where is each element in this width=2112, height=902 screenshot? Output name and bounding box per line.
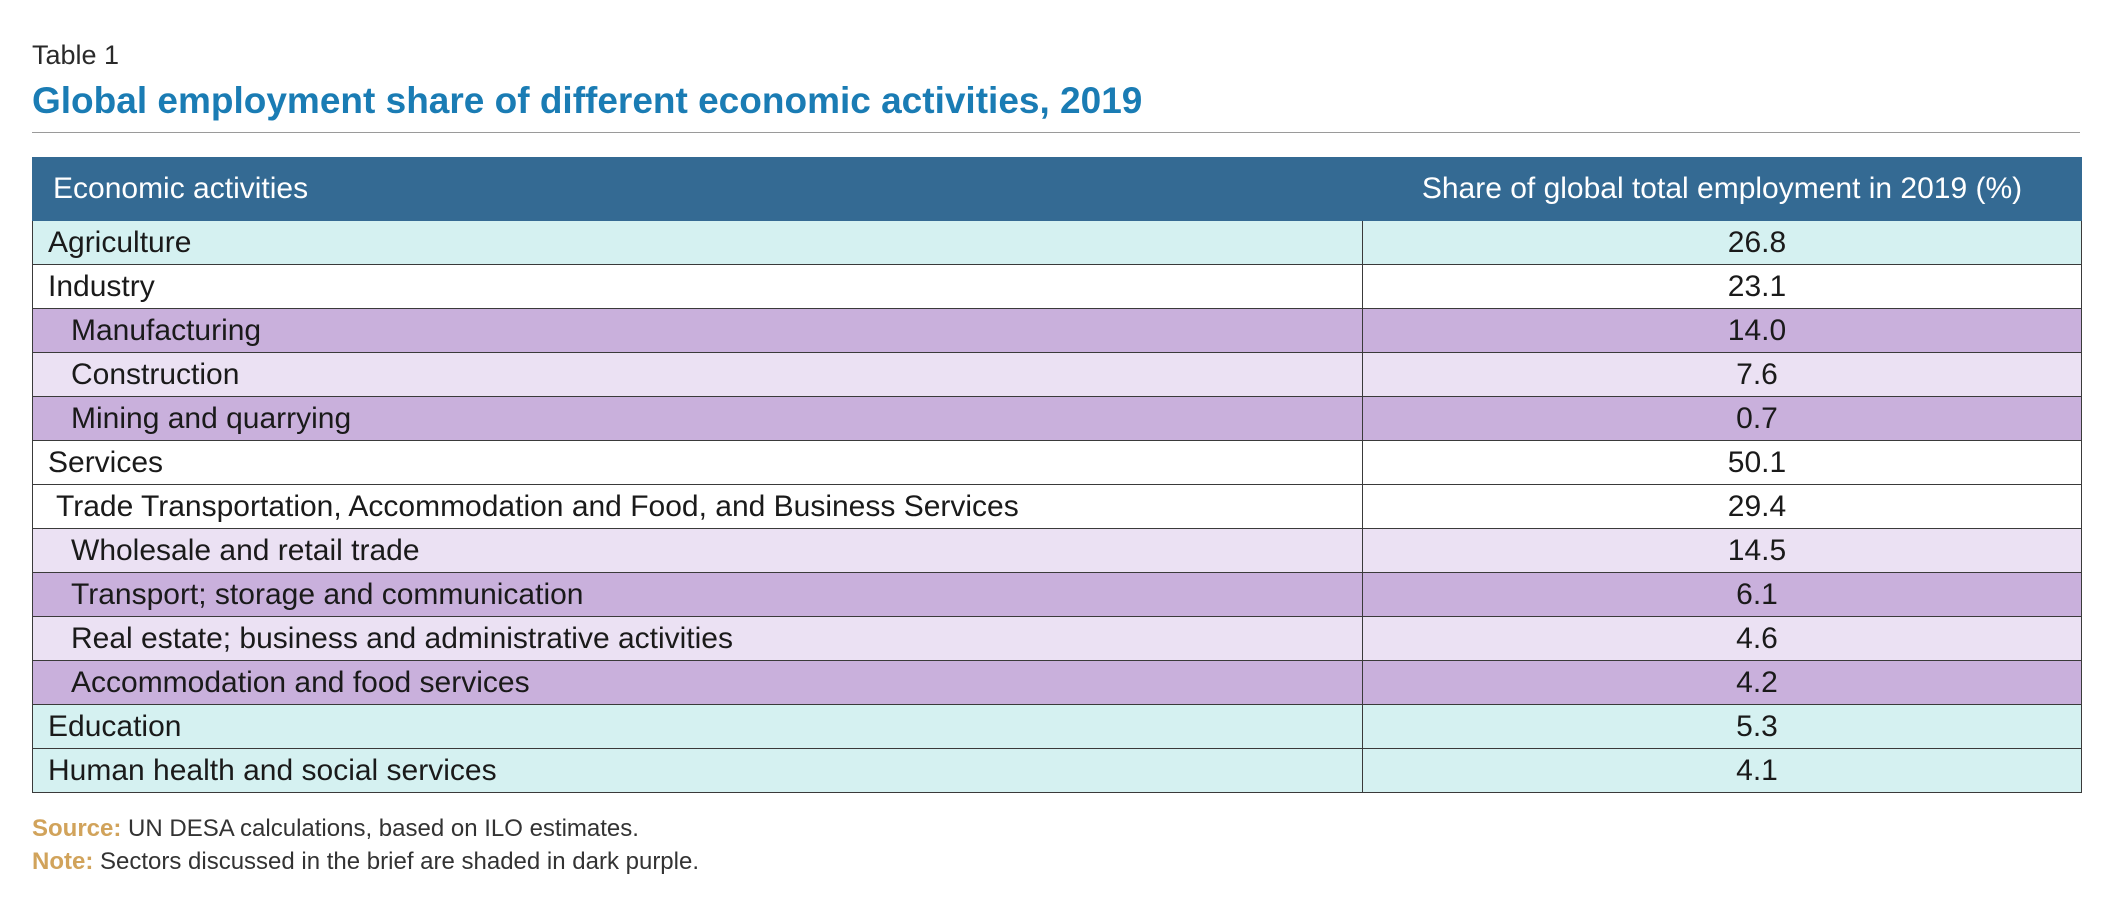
activity-cell: Real estate; business and administrative…	[32, 616, 1363, 661]
table-row: Services 50.1	[32, 440, 2082, 485]
table-row: Construction 7.6	[32, 352, 2082, 397]
activity-cell: Agriculture	[32, 220, 1363, 265]
activity-cell: Construction	[32, 352, 1363, 397]
table-title: Global employment share of different eco…	[32, 80, 1143, 121]
activity-cell: Mining and quarrying	[32, 396, 1363, 441]
table-row: Mining and quarrying 0.7	[32, 396, 2082, 441]
title-divider	[32, 132, 2080, 133]
share-cell: 0.7	[1362, 396, 2082, 441]
table-row: Transport; storage and communication 6.1	[32, 572, 2082, 617]
share-cell: 4.2	[1362, 660, 2082, 705]
note-label: Note:	[32, 848, 94, 875]
activity-cell: Industry	[32, 264, 1363, 309]
table-row: Accommodation and food services 4.2	[32, 660, 2082, 705]
share-cell: 7.6	[1362, 352, 2082, 397]
share-cell: 14.5	[1362, 528, 2082, 573]
share-cell: 4.1	[1362, 748, 2082, 793]
table-row: Industry 23.1	[32, 264, 2082, 309]
activity-cell: Manufacturing	[32, 308, 1363, 353]
activity-cell: Wholesale and retail trade	[32, 528, 1363, 573]
source-text: UN DESA calculations, based on ILO estim…	[121, 815, 639, 842]
table-row: Real estate; business and administrative…	[32, 616, 2082, 661]
share-cell: 6.1	[1362, 572, 2082, 617]
share-cell: 26.8	[1362, 220, 2082, 265]
employment-table: Economic activities Share of global tota…	[32, 157, 2082, 793]
activity-cell: Education	[32, 704, 1363, 749]
note-line: Note: Sectors discussed in the brief are…	[32, 845, 699, 878]
note-text: Sectors discussed in the brief are shade…	[93, 848, 699, 875]
source-line: Source: UN DESA calculations, based on I…	[32, 812, 699, 845]
activity-cell: Accommodation and food services	[32, 660, 1363, 705]
table-row: Agriculture 26.8	[32, 220, 2082, 265]
table-row: Manufacturing 14.0	[32, 308, 2082, 353]
column-header-activities: Economic activities	[32, 157, 1363, 221]
activity-cell: Transport; storage and communication	[32, 572, 1363, 617]
table-row: Human health and social services 4.1	[32, 748, 2082, 793]
activity-cell: Services	[32, 440, 1363, 485]
table-notes: Source: UN DESA calculations, based on I…	[32, 812, 699, 878]
table-row: Education 5.3	[32, 704, 2082, 749]
share-cell: 5.3	[1362, 704, 2082, 749]
share-cell: 50.1	[1362, 440, 2082, 485]
source-label: Source:	[32, 815, 122, 842]
share-cell: 29.4	[1362, 484, 2082, 529]
column-header-share: Share of global total employment in 2019…	[1362, 157, 2082, 221]
activity-cell: Human health and social services	[32, 748, 1363, 793]
table-row: Wholesale and retail trade 14.5	[32, 528, 2082, 573]
table-header-row: Economic activities Share of global tota…	[32, 157, 2082, 221]
table-number: Table 1	[32, 40, 120, 70]
share-cell: 23.1	[1362, 264, 2082, 309]
activity-cell: Trade Transportation, Accommodation and …	[32, 484, 1363, 529]
share-cell: 4.6	[1362, 616, 2082, 661]
share-cell: 14.0	[1362, 308, 2082, 353]
table-row: Trade Transportation, Accommodation and …	[32, 484, 2082, 529]
